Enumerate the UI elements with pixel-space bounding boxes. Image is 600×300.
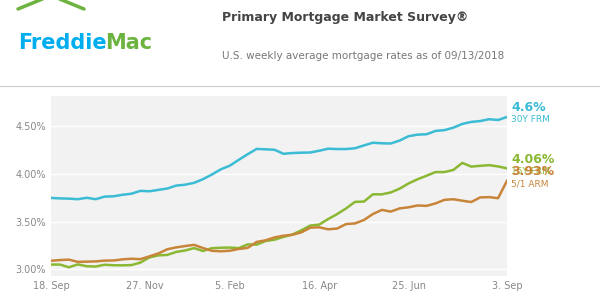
Text: Freddie: Freddie (18, 33, 107, 53)
Text: 3.93%: 3.93% (511, 165, 554, 178)
Text: 30Y FRM: 30Y FRM (511, 116, 550, 124)
Text: 15Y FRM: 15Y FRM (511, 167, 550, 176)
Text: 4.06%: 4.06% (511, 153, 554, 166)
Text: Mac: Mac (105, 33, 152, 53)
Text: 5/1 ARM: 5/1 ARM (511, 179, 549, 188)
Text: 4.6%: 4.6% (511, 101, 546, 115)
Text: U.S. weekly average mortgage rates as of 09/13/2018: U.S. weekly average mortgage rates as of… (222, 51, 504, 61)
Text: Primary Mortgage Market Survey®: Primary Mortgage Market Survey® (222, 11, 469, 25)
